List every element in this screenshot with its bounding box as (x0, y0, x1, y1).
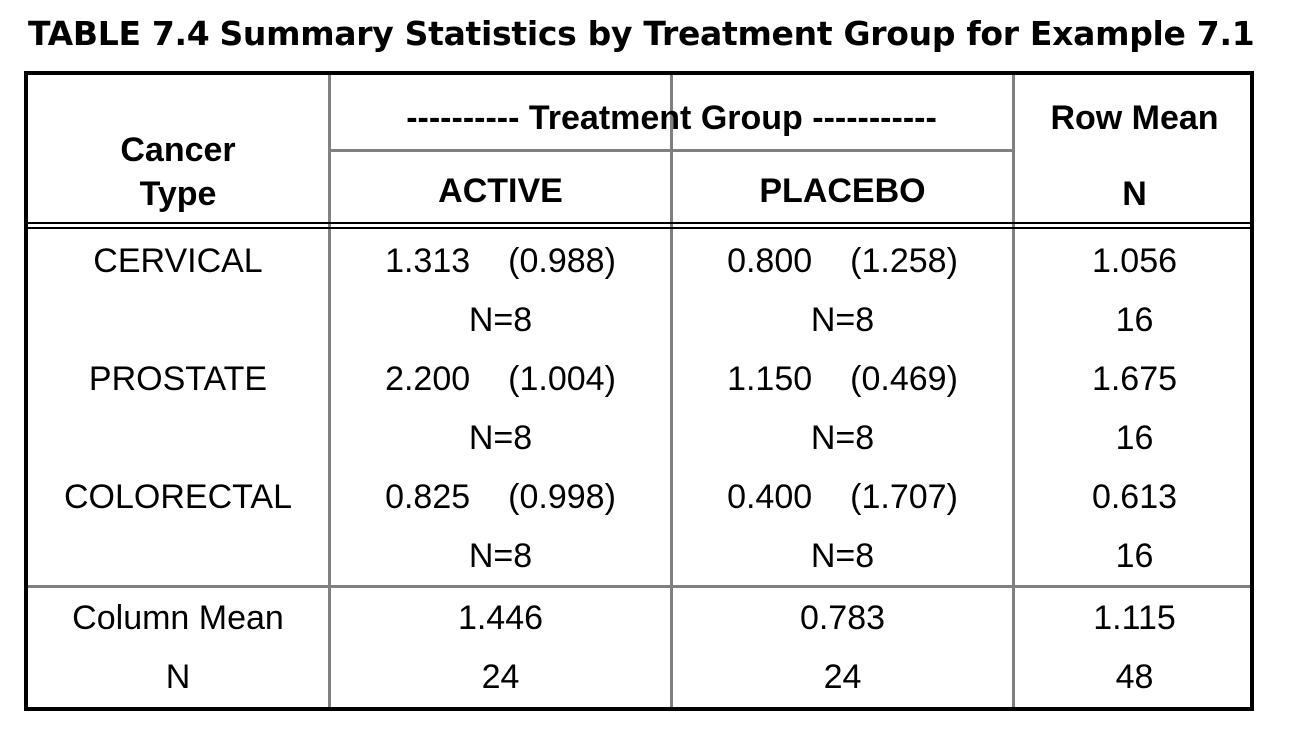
sd-value: (0.998) (508, 477, 616, 516)
overall-mean: 1.115 (1093, 598, 1176, 637)
cervical-row-n: 16 (1115, 300, 1154, 339)
sd-value: (1.004) (508, 359, 616, 398)
mean-value: 2.200 (385, 359, 471, 398)
mean-value: 0.800 (727, 241, 813, 280)
placebo-column-n: 24 (823, 657, 862, 696)
header-double-rule-top (28, 222, 1250, 224)
sd-value: (0.988) (508, 241, 616, 280)
column-divider (670, 75, 673, 707)
column-n-label: N (165, 657, 191, 696)
mean-value: 0.825 (385, 477, 471, 516)
prostate-active-n: N=8 (468, 418, 533, 457)
row-n-header: N (1122, 174, 1147, 213)
cancer-type-prostate: PROSTATE (88, 359, 268, 398)
cancer-type-cervical: CERVICAL (93, 241, 263, 280)
prostate-placebo-n: N=8 (810, 418, 875, 457)
active-column-header: ACTIVE (438, 171, 563, 210)
totals-divider (28, 585, 1250, 588)
placebo-column-header: PLACEBO (759, 171, 926, 210)
summary-table: Cancer Type ---------- Treatment Group -… (24, 71, 1254, 711)
sd-value: (0.469) (850, 359, 958, 398)
cervical-placebo-n: N=8 (810, 300, 875, 339)
row-label-header-line2: Type (139, 174, 217, 213)
table-caption: TABLE 7.4 Summary Statistics by Treatment… (28, 14, 1255, 53)
prostate-active-stats: 2.200 (1.004) (331, 356, 670, 402)
row-mean-header: Row Mean (1050, 98, 1219, 137)
cervical-row-mean: 1.056 (1091, 241, 1178, 280)
column-divider (1012, 75, 1015, 707)
column-mean-label: Column Mean (72, 598, 284, 637)
header-double-rule-bottom (28, 227, 1250, 229)
placebo-column-mean: 0.783 (799, 598, 886, 637)
colorectal-row-n: 16 (1115, 536, 1154, 575)
mean-value: 1.150 (727, 359, 813, 398)
prostate-row-mean: 1.675 (1091, 359, 1178, 398)
colorectal-placebo-n: N=8 (810, 536, 875, 575)
cancer-type-colorectal: COLORECTAL (64, 477, 292, 516)
row-label-header: Cancer (120, 130, 236, 169)
treatment-group-header: ---------- Treatment Group ----------- (406, 98, 937, 137)
active-column-mean: 1.446 (457, 598, 544, 637)
sd-value: (1.258) (850, 241, 958, 280)
mean-value: 0.400 (727, 477, 813, 516)
prostate-row-n: 16 (1115, 418, 1154, 457)
prostate-placebo-stats: 1.150 (0.469) (673, 356, 1012, 402)
sd-value: (1.707) (850, 477, 958, 516)
cervical-placebo-stats: 0.800 (1.258) (673, 238, 1012, 284)
column-divider (328, 75, 331, 707)
colorectal-placebo-stats: 0.400 (1.707) (673, 474, 1012, 520)
colorectal-row-mean: 0.613 (1091, 477, 1178, 516)
cervical-active-stats: 1.313 (0.988) (331, 238, 670, 284)
mean-value: 1.313 (385, 241, 471, 280)
cervical-active-n: N=8 (468, 300, 533, 339)
table-number: TABLE 7.4 (28, 14, 210, 53)
active-column-n: 24 (481, 657, 520, 696)
overall-n: 48 (1115, 657, 1154, 696)
colorectal-active-n: N=8 (468, 536, 533, 575)
table-title: Summary Statistics by Treatment Group fo… (219, 14, 1255, 53)
group-span-divider (328, 149, 1015, 152)
colorectal-active-stats: 0.825 (0.998) (331, 474, 670, 520)
